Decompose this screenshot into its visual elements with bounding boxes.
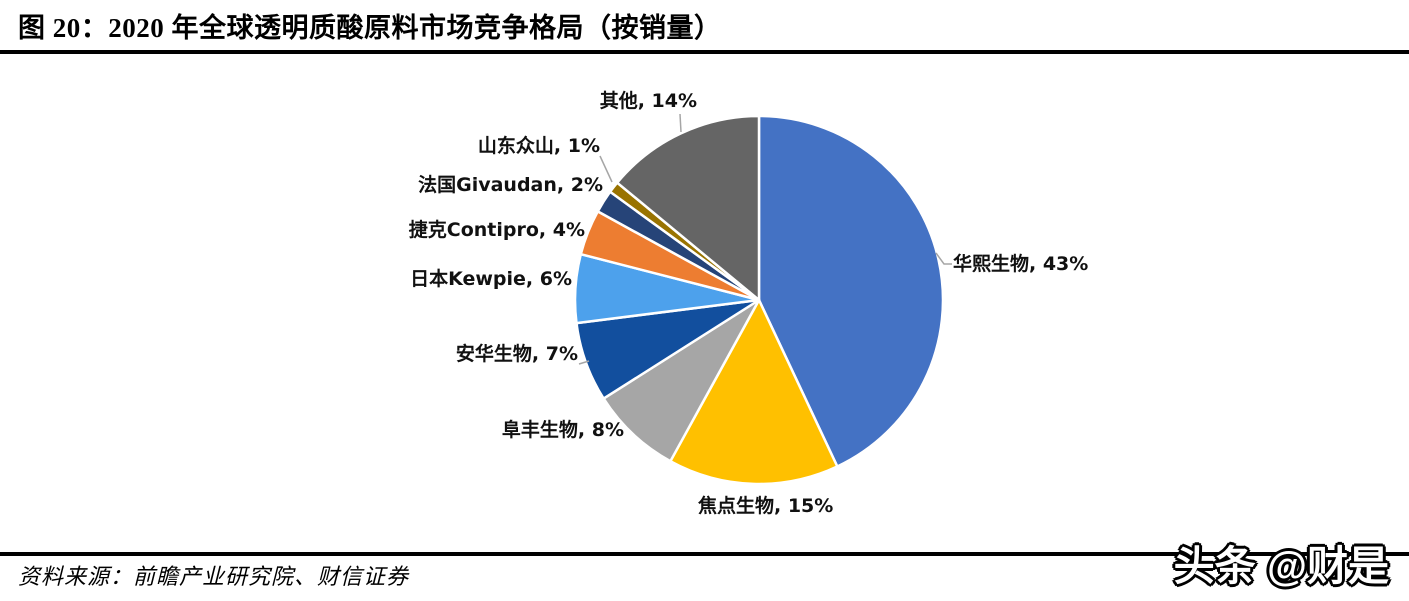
pie-label-contipro-czech: 捷克Contipro, 4% — [408, 219, 585, 241]
pie-slice-fufeng-bio — [602, 298, 761, 463]
pie-label-anhua-bio: 安华生物, 7% — [455, 343, 578, 365]
title-divider — [0, 50, 1409, 54]
pie-label-jiaodian-bio: 焦点生物, 15% — [698, 495, 834, 517]
leader-line-others — [679, 113, 682, 133]
pie-label-others: 其他, 14% — [599, 90, 697, 112]
pie-label-kewpie-japan: 日本Kewpie, 6% — [410, 268, 572, 290]
pie-slice-others — [615, 114, 761, 302]
watermark-toutiao: 头条 @财是 — [1173, 543, 1389, 589]
pie-label-huaxi-bio: 华熙生物, 43% — [953, 253, 1089, 275]
pie-label-givaudan-france: 法国Givaudan, 2% — [418, 174, 603, 196]
leader-line-anhua — [578, 360, 590, 365]
pie-slice-huaxi-bio — [757, 114, 945, 468]
leader-line-zhongshan — [599, 155, 613, 183]
source-note: 资料来源：前瞻产业研究院、财信证券 — [18, 564, 410, 589]
pie-label-zhongshan-shandong: 山东众山, 1% — [477, 135, 600, 157]
pie-label-fufeng-bio: 阜丰生物, 8% — [501, 419, 624, 441]
footer-divider — [0, 552, 1409, 556]
leader-line-huaxi — [935, 252, 952, 265]
figure-title: 图 20：2020 年全球透明质酸原料市场竞争格局（按销量） — [18, 13, 722, 43]
pie-slice-jiaodian-bio — [669, 298, 839, 486]
